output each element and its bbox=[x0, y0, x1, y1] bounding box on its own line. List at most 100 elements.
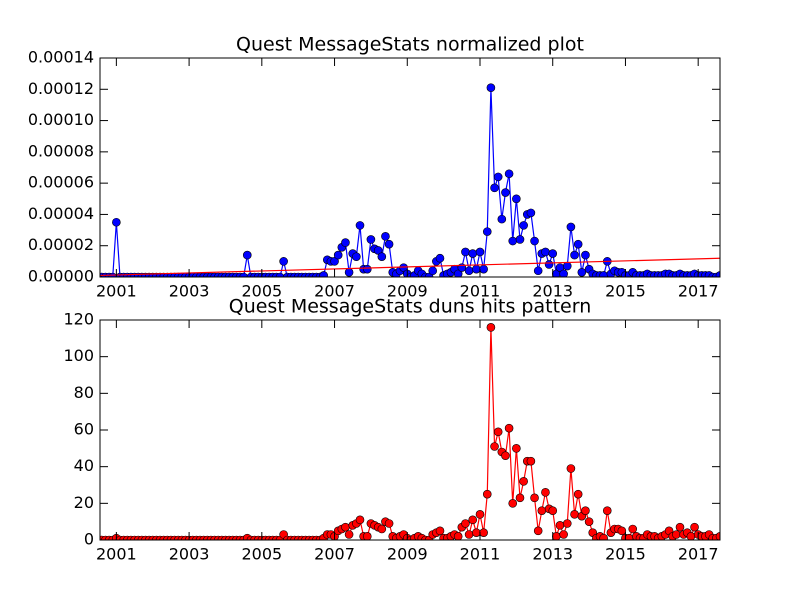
data-point bbox=[581, 250, 590, 260]
data-point bbox=[504, 423, 514, 433]
data-point bbox=[468, 249, 478, 258]
y-tick-label: 40 bbox=[74, 456, 94, 475]
data-point bbox=[675, 522, 685, 532]
data-point bbox=[537, 506, 547, 515]
data-point bbox=[344, 268, 354, 277]
data-point bbox=[566, 222, 576, 232]
data-point bbox=[377, 524, 387, 534]
data-point bbox=[464, 530, 474, 539]
data-point bbox=[573, 489, 583, 499]
data-point bbox=[512, 444, 521, 453]
data-point bbox=[530, 493, 539, 503]
data-point bbox=[490, 183, 499, 193]
data-point bbox=[239, 272, 248, 277]
data-point bbox=[435, 253, 445, 263]
data-point bbox=[497, 214, 507, 224]
y-tick-label: 0.00010 bbox=[28, 110, 94, 129]
data-point bbox=[490, 442, 499, 451]
y-tick-label: 80 bbox=[74, 383, 94, 402]
y-tick-label: 120 bbox=[63, 310, 94, 329]
data-point bbox=[355, 515, 365, 525]
data-point bbox=[672, 530, 681, 539]
data-point bbox=[461, 247, 470, 257]
data-point bbox=[562, 519, 572, 528]
x-tick-label: 2013 bbox=[532, 545, 573, 564]
data-point bbox=[475, 510, 485, 519]
data-point bbox=[530, 236, 539, 246]
x-tick-label: 2015 bbox=[605, 545, 646, 564]
data-point bbox=[548, 249, 558, 258]
data-point bbox=[384, 239, 394, 249]
data-point bbox=[533, 526, 543, 536]
x-tick-label: 2017 bbox=[678, 545, 719, 564]
y-tick-label: 0.00000 bbox=[28, 267, 94, 286]
plot-area bbox=[100, 83, 720, 277]
y-tick-label: 0.00012 bbox=[28, 79, 94, 98]
y-tick-label: 0.00006 bbox=[28, 173, 94, 192]
data-point bbox=[541, 247, 550, 257]
data-point bbox=[384, 519, 394, 528]
data-point bbox=[341, 522, 350, 532]
series-line bbox=[100, 257, 720, 277]
data-point bbox=[566, 464, 576, 473]
y-tick-label: 60 bbox=[74, 420, 94, 439]
plot-area bbox=[100, 323, 720, 540]
x-tick-label: 2003 bbox=[169, 545, 210, 564]
data-point bbox=[570, 510, 579, 519]
data-point bbox=[512, 194, 521, 204]
data-point bbox=[472, 264, 481, 274]
data-point bbox=[526, 208, 536, 218]
data-point bbox=[628, 524, 638, 534]
data-point bbox=[362, 532, 372, 540]
data-point bbox=[508, 236, 518, 246]
data-point bbox=[428, 266, 438, 276]
chart-title: Quest MessageStats normalized plot bbox=[236, 34, 584, 56]
data-point bbox=[344, 530, 354, 539]
x-tick-label: 2011 bbox=[460, 282, 501, 301]
data-point bbox=[279, 257, 288, 266]
y-tick-label: 0.00004 bbox=[28, 204, 94, 223]
data-point bbox=[515, 235, 525, 244]
data-point bbox=[362, 264, 372, 274]
data-point bbox=[482, 227, 492, 236]
data-point bbox=[602, 506, 612, 515]
data-point bbox=[355, 221, 365, 230]
data-point bbox=[275, 272, 285, 277]
data-point bbox=[472, 528, 481, 537]
chart-title: Quest MessageStats duns hits pattern bbox=[229, 296, 592, 318]
data-point bbox=[544, 260, 554, 269]
axes-frame bbox=[99, 319, 721, 541]
data-point bbox=[573, 239, 583, 249]
y-tick-label: 0.00014 bbox=[28, 48, 94, 67]
data-point bbox=[526, 456, 536, 466]
x-tick-label: 2005 bbox=[241, 282, 282, 301]
data-point bbox=[333, 250, 343, 260]
x-tick-label: 2007 bbox=[314, 545, 355, 564]
data-point bbox=[570, 250, 579, 260]
y-tick-label: 0 bbox=[84, 530, 94, 549]
data-point bbox=[479, 528, 488, 537]
x-tick-label: 2009 bbox=[387, 282, 428, 301]
data-point bbox=[468, 515, 478, 525]
x-tick-label: 2015 bbox=[605, 282, 646, 301]
data-point bbox=[493, 172, 503, 182]
data-point bbox=[435, 526, 445, 536]
data-point bbox=[599, 533, 608, 540]
data-point bbox=[690, 522, 699, 532]
x-tick-label: 2013 bbox=[532, 282, 573, 301]
data-point bbox=[501, 188, 510, 197]
data-point bbox=[577, 268, 587, 277]
data-point bbox=[562, 261, 572, 271]
data-point bbox=[508, 499, 518, 508]
x-tick-label: 2009 bbox=[387, 545, 428, 564]
data-point bbox=[715, 532, 720, 540]
data-point bbox=[555, 521, 565, 530]
data-point bbox=[453, 532, 463, 540]
data-point bbox=[548, 506, 558, 515]
y-tick-label: 100 bbox=[63, 346, 94, 365]
data-point bbox=[479, 264, 488, 274]
y-tick-label: 20 bbox=[74, 493, 94, 512]
data-point bbox=[319, 271, 328, 277]
data-point bbox=[486, 323, 496, 332]
data-point bbox=[352, 252, 361, 261]
